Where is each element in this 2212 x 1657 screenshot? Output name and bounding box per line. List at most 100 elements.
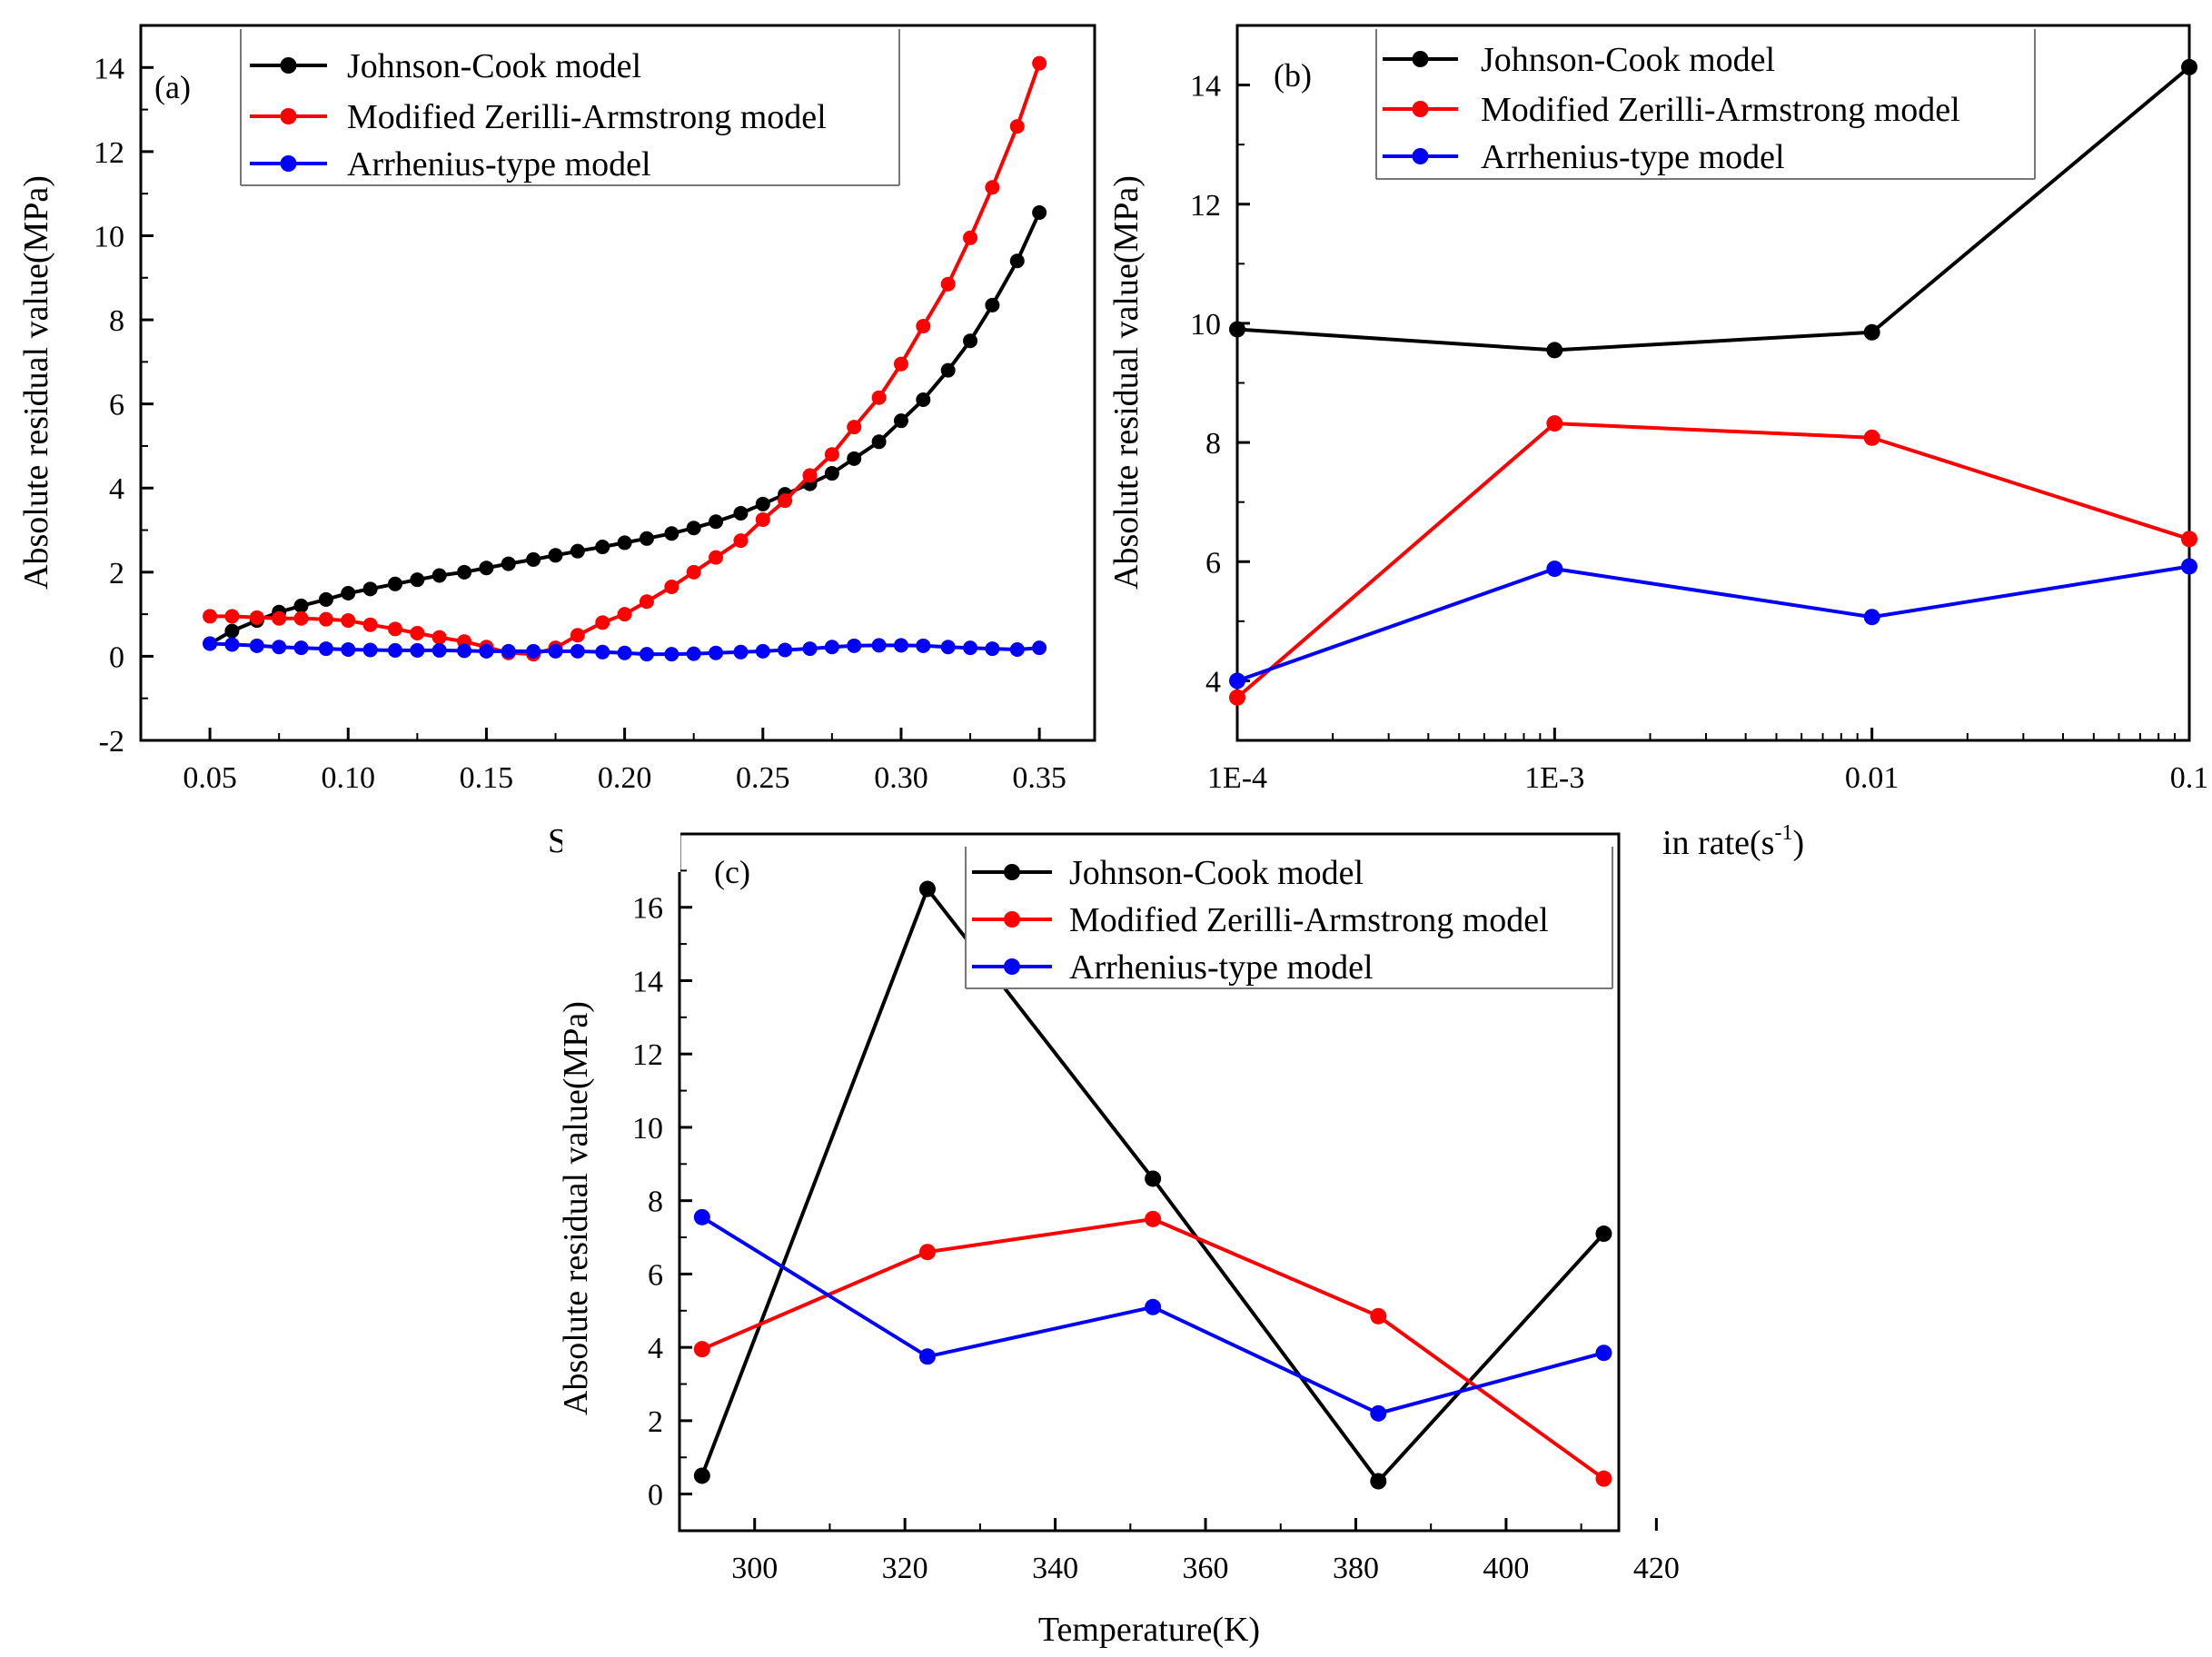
data-point bbox=[617, 607, 632, 622]
x-tick-label: 300 bbox=[731, 1552, 778, 1585]
data-point bbox=[595, 540, 610, 555]
series-line bbox=[209, 212, 1041, 646]
data-point bbox=[1145, 1170, 1162, 1187]
data-point bbox=[664, 647, 679, 662]
legend: Johnson-Cook model Modified Zerilli-Armst… bbox=[965, 847, 1613, 989]
data-point bbox=[918, 1348, 936, 1365]
data-point bbox=[1145, 1298, 1162, 1315]
data-point bbox=[686, 646, 701, 661]
y-tick-label: 12 bbox=[632, 1038, 663, 1072]
y-tick-label: 12 bbox=[1190, 189, 1221, 223]
y-tick-label: 6 bbox=[109, 389, 124, 422]
legend: Johnson-Cook model Modified Zerilli-Armst… bbox=[240, 29, 900, 186]
data-point bbox=[479, 561, 494, 576]
y-tick-label: 2 bbox=[109, 557, 124, 590]
y-axis-label: Absolute residual value(MPa) bbox=[557, 1001, 595, 1415]
x-axis-label-superscript: -1 bbox=[1774, 821, 1792, 845]
data-point bbox=[249, 638, 264, 653]
legend-label: Modified Zerilli-Armstrong model bbox=[347, 98, 827, 136]
data-point bbox=[963, 333, 978, 349]
series-line bbox=[1236, 65, 2191, 352]
data-point bbox=[1370, 1473, 1387, 1490]
legend-swatch-marker bbox=[1004, 958, 1020, 975]
legend-label: Arrhenius-type model bbox=[1481, 138, 1785, 176]
series-3 bbox=[203, 636, 1047, 662]
data-point bbox=[847, 451, 862, 466]
data-point bbox=[1863, 609, 1880, 626]
data-point bbox=[871, 390, 887, 405]
x-tick-label: 0.10 bbox=[322, 761, 376, 795]
legend-swatch-marker bbox=[1412, 101, 1429, 117]
y-tick-label: 8 bbox=[109, 304, 124, 338]
y-tick-label: 8 bbox=[1205, 427, 1221, 461]
data-point bbox=[1229, 672, 1245, 690]
data-point bbox=[693, 1208, 710, 1225]
data-point bbox=[693, 1467, 710, 1484]
series-1 bbox=[203, 205, 1047, 651]
data-point bbox=[362, 617, 378, 632]
data-point bbox=[893, 413, 908, 429]
a-x-axis-label-fragment: S bbox=[548, 822, 567, 860]
data-point bbox=[1229, 321, 1245, 338]
data-point bbox=[709, 514, 724, 530]
data-point bbox=[362, 581, 378, 597]
chart-panel-3: 300320340360380400420024681012141618Abso… bbox=[557, 819, 1680, 1649]
data-point bbox=[341, 585, 356, 600]
data-point bbox=[341, 613, 356, 629]
y-axis-label: Absolute residual value(MPa) bbox=[1107, 175, 1146, 590]
data-point bbox=[1145, 1210, 1162, 1227]
data-point bbox=[431, 630, 447, 645]
legend-box bbox=[241, 29, 899, 185]
data-point bbox=[224, 609, 240, 624]
data-point bbox=[755, 496, 770, 511]
data-point bbox=[847, 420, 862, 435]
data-point bbox=[224, 623, 240, 639]
x-tick-label: 1E-4 bbox=[1207, 761, 1267, 795]
data-point bbox=[362, 642, 378, 658]
data-point bbox=[916, 638, 931, 653]
data-point bbox=[693, 1341, 710, 1358]
plot-frame bbox=[678, 832, 1621, 1533]
chart-panel-1: 0.05 0.10 0.15 0.20 0.25 0.30 0.35 -2 0 2 4 6 8 10 12 1… bbox=[17, 24, 1096, 795]
data-point bbox=[617, 535, 632, 551]
data-point bbox=[733, 644, 749, 660]
data-point bbox=[686, 564, 701, 580]
data-point bbox=[249, 610, 264, 625]
data-point bbox=[733, 533, 749, 549]
data-point bbox=[755, 643, 770, 659]
data-point bbox=[733, 506, 749, 521]
legend-swatch-marker bbox=[280, 57, 297, 74]
data-point bbox=[1595, 1225, 1612, 1243]
y-tick-label: 16 bbox=[632, 892, 663, 926]
data-point bbox=[526, 551, 541, 567]
data-point bbox=[595, 644, 610, 660]
data-point bbox=[802, 641, 818, 657]
data-point bbox=[963, 640, 978, 656]
panel-label: (a) bbox=[154, 69, 191, 105]
legend-swatch-marker bbox=[1004, 911, 1020, 928]
data-point bbox=[548, 548, 563, 563]
data-point bbox=[940, 640, 956, 655]
series-1 bbox=[693, 880, 1612, 1490]
data-point bbox=[639, 594, 654, 610]
data-point bbox=[457, 643, 472, 659]
y-tick-label: 2 bbox=[648, 1405, 663, 1439]
x-tick-label: 0.15 bbox=[460, 761, 514, 795]
x-tick-label: 400 bbox=[1483, 1552, 1529, 1585]
data-point bbox=[871, 434, 887, 450]
legend-swatch-marker bbox=[280, 155, 297, 172]
x-tick-label: 320 bbox=[882, 1552, 928, 1585]
panel-c-background bbox=[562, 809, 680, 872]
panel-label: (b) bbox=[1274, 57, 1312, 94]
data-point bbox=[2181, 558, 2197, 575]
data-point bbox=[1009, 119, 1025, 134]
data-point bbox=[847, 638, 862, 653]
data-point bbox=[293, 610, 309, 626]
legend-label: Modified Zerilli-Armstrong model bbox=[1481, 91, 1960, 129]
data-point bbox=[457, 564, 472, 580]
data-point bbox=[1546, 415, 1563, 432]
data-point bbox=[916, 392, 931, 408]
panel-label: (c) bbox=[714, 854, 750, 890]
x-axis-label-text: in rate(s bbox=[1662, 824, 1774, 862]
data-point bbox=[570, 643, 585, 659]
